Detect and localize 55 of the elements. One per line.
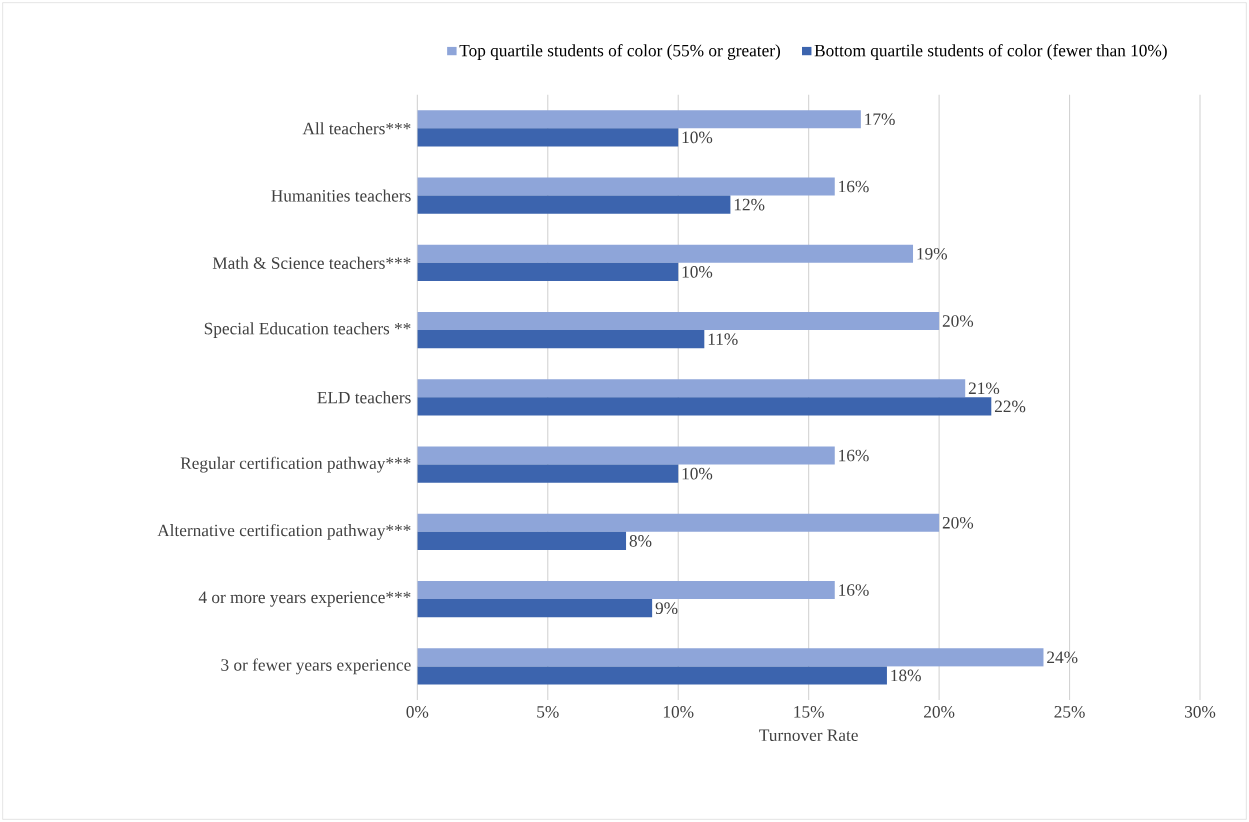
data-label: 12%	[734, 198, 765, 211]
data-label: 20%	[942, 516, 974, 529]
bar	[417, 648, 1044, 667]
bar	[417, 262, 679, 281]
bar	[417, 464, 679, 483]
y-tick-label: Special Education teachers **	[204, 322, 411, 338]
data-label: 8%	[629, 535, 652, 547]
bar	[417, 513, 940, 532]
data-label: 18%	[891, 669, 921, 682]
bar	[417, 599, 653, 618]
data-label: 10%	[682, 266, 713, 278]
y-tick-label: All teachers***	[302, 122, 411, 135]
data-label: 16%	[839, 180, 869, 193]
bar	[417, 397, 992, 416]
bar	[417, 244, 914, 263]
legend-label: Top quartile students of color (55% or greater)	[459, 44, 781, 60]
x-tick-label: 5%	[537, 706, 559, 718]
data-label: 19%	[917, 247, 948, 260]
x-axis-title: Turnover Rate	[759, 729, 858, 741]
x-tick-label: 15%	[794, 706, 824, 718]
x-tick-label: 10%	[663, 706, 694, 718]
data-label: 9%	[655, 602, 678, 615]
y-tick-label: 4 or more years experience***	[198, 591, 411, 607]
bar	[417, 580, 835, 600]
data-label: 10%	[682, 131, 713, 144]
data-label: 20%	[942, 315, 974, 327]
bar	[417, 311, 940, 331]
x-tick-label: 20%	[924, 706, 955, 718]
data-label: 22%	[994, 400, 1026, 413]
x-tick-label: 30%	[1185, 706, 1216, 718]
bar	[417, 446, 835, 465]
data-label: 21%	[968, 382, 1000, 395]
data-label: 16%	[839, 584, 869, 596]
x-tick-label: 25%	[1054, 706, 1085, 718]
data-label: 11%	[708, 333, 738, 346]
bar	[417, 110, 861, 129]
y-tick-label: Math & Science teachers***	[212, 256, 411, 269]
y-tick-label: Regular certification pathway***	[180, 456, 411, 473]
data-label: 16%	[839, 449, 869, 462]
data-label: 17%	[865, 113, 895, 126]
bar	[417, 666, 887, 685]
bar	[417, 330, 705, 349]
y-tick-label: ELD teachers	[317, 391, 411, 404]
data-label: 24%	[1047, 651, 1078, 664]
bar	[417, 128, 679, 147]
bar	[417, 531, 627, 551]
x-tick-label: 0%	[406, 706, 429, 718]
y-tick-label: Humanities teachers	[271, 189, 411, 202]
legend-label: Bottom quartile students of color (fewer than 10%)	[814, 44, 1167, 60]
data-label: 10%	[682, 467, 713, 480]
bar	[417, 379, 966, 398]
y-tick-label: Alternative certification pathway***	[157, 523, 411, 540]
bar	[417, 177, 835, 196]
bar	[417, 195, 731, 214]
y-tick-label: 3 or fewer years experience	[221, 658, 411, 675]
